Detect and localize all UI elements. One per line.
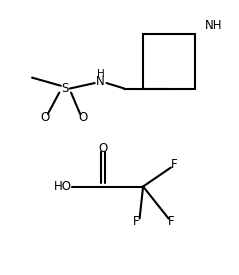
Text: N: N [96,75,105,88]
Text: O: O [98,142,108,155]
Text: HO: HO [54,180,72,193]
Text: O: O [78,111,87,123]
Text: NH: NH [205,20,222,32]
Text: H: H [97,68,104,79]
Text: S: S [61,82,69,95]
Text: F: F [133,215,139,229]
Text: F: F [168,215,175,229]
Text: F: F [170,158,177,171]
Text: O: O [40,111,50,123]
